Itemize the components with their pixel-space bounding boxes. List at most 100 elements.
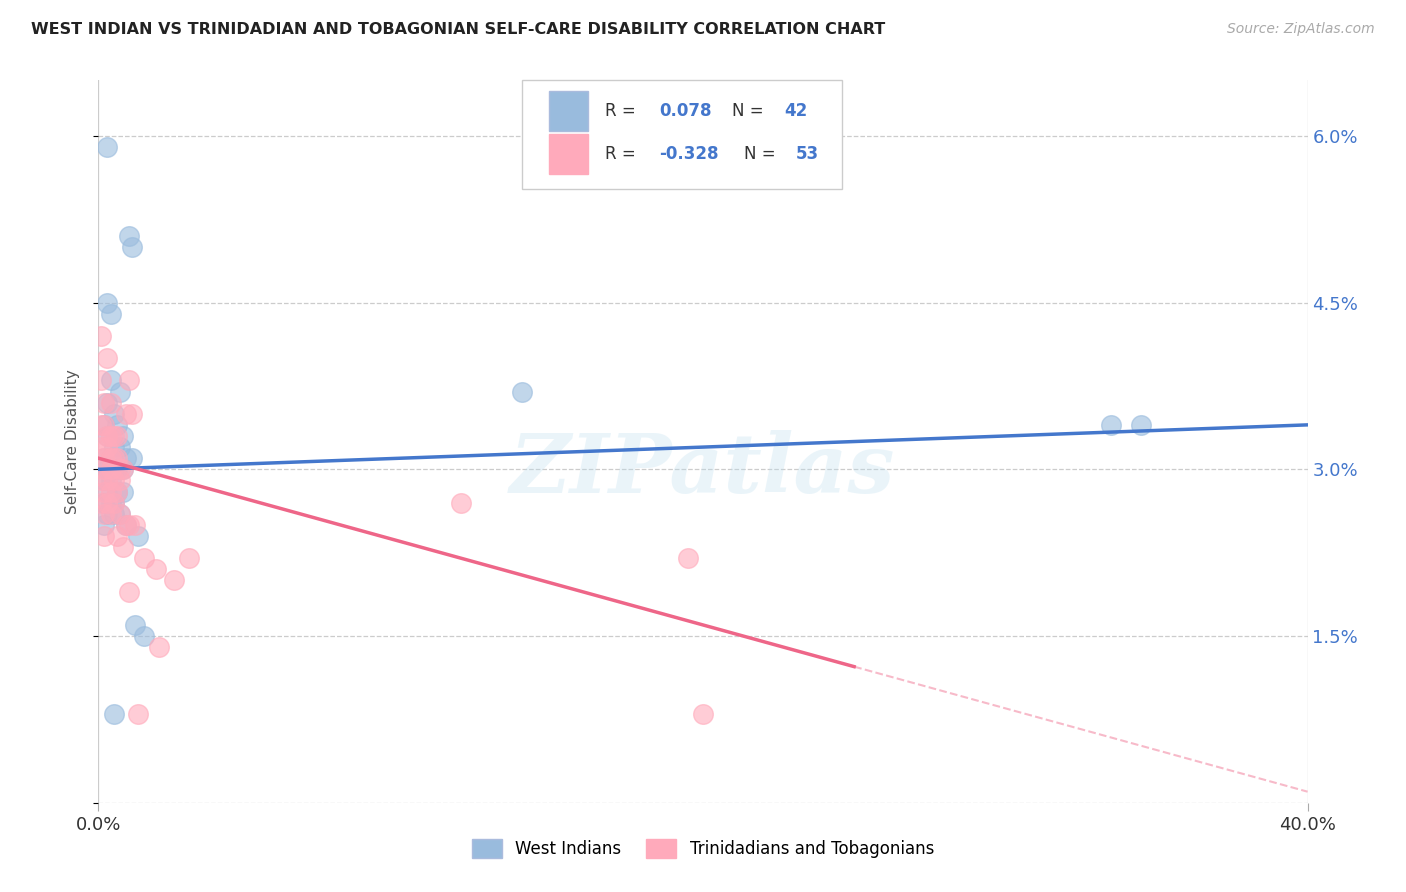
Point	[121, 451, 143, 466]
Text: N =: N =	[744, 145, 780, 163]
Point	[90, 474, 112, 488]
Point	[179, 551, 201, 566]
Point	[100, 395, 122, 409]
Point	[93, 484, 115, 499]
Point	[90, 373, 112, 387]
Point	[132, 629, 155, 643]
Point	[96, 440, 118, 454]
Point	[100, 507, 122, 521]
Point	[105, 462, 128, 476]
Point	[90, 329, 112, 343]
Point	[163, 574, 186, 588]
Point	[108, 507, 131, 521]
Point	[105, 484, 128, 499]
Point	[114, 517, 136, 532]
Point	[105, 484, 128, 499]
Point	[1130, 417, 1153, 432]
Point	[93, 395, 115, 409]
Point	[93, 507, 115, 521]
Point	[103, 407, 125, 421]
Text: Source: ZipAtlas.com: Source: ZipAtlas.com	[1227, 22, 1375, 37]
Point	[692, 706, 714, 721]
Point	[450, 496, 472, 510]
Point	[121, 240, 143, 254]
Point	[118, 584, 141, 599]
Point	[118, 517, 141, 532]
Point	[96, 351, 118, 366]
Point	[114, 517, 136, 532]
Point	[124, 618, 146, 632]
Point	[100, 451, 122, 466]
Point	[111, 540, 134, 554]
Point	[100, 429, 122, 443]
Point	[108, 440, 131, 454]
Point	[108, 507, 131, 521]
Point	[132, 551, 155, 566]
Point	[121, 407, 143, 421]
Point	[96, 507, 118, 521]
Text: -0.328: -0.328	[659, 145, 718, 163]
Point	[105, 529, 128, 543]
Point	[103, 706, 125, 721]
Text: R =: R =	[605, 102, 641, 120]
Point	[105, 451, 128, 466]
Point	[111, 462, 134, 476]
Text: 53: 53	[796, 145, 820, 163]
Point	[96, 295, 118, 310]
Point	[90, 496, 112, 510]
Point	[93, 451, 115, 466]
Point	[108, 462, 131, 476]
Point	[103, 496, 125, 510]
Point	[145, 562, 167, 576]
Text: R =: R =	[605, 145, 641, 163]
Point	[93, 451, 115, 466]
Point	[96, 496, 118, 510]
Point	[96, 474, 118, 488]
Point	[93, 529, 115, 543]
Point	[1099, 417, 1122, 432]
Point	[93, 462, 115, 476]
FancyBboxPatch shape	[550, 135, 588, 174]
Point	[148, 640, 170, 655]
Point	[96, 140, 118, 154]
Point	[105, 417, 128, 432]
Point	[90, 440, 112, 454]
Point	[127, 529, 149, 543]
Point	[676, 551, 699, 566]
Point	[510, 384, 533, 399]
Point	[108, 384, 131, 399]
Point	[100, 451, 122, 466]
Point	[103, 429, 125, 443]
Point	[111, 484, 134, 499]
Point	[105, 429, 128, 443]
Point	[96, 429, 118, 443]
Text: 0.078: 0.078	[659, 102, 711, 120]
Point	[100, 462, 122, 476]
Point	[93, 474, 115, 488]
Point	[103, 440, 125, 454]
Point	[103, 462, 125, 476]
Point	[103, 451, 125, 466]
Point	[96, 484, 118, 499]
Point	[108, 474, 131, 488]
Text: N =: N =	[733, 102, 769, 120]
Point	[114, 451, 136, 466]
Text: 42: 42	[785, 102, 807, 120]
Point	[96, 462, 118, 476]
Text: ZIPatlas: ZIPatlas	[510, 431, 896, 510]
Point	[103, 496, 125, 510]
Y-axis label: Self-Care Disability: Self-Care Disability	[65, 369, 80, 514]
Point	[127, 706, 149, 721]
Point	[111, 429, 134, 443]
Point	[111, 462, 134, 476]
Point	[103, 507, 125, 521]
Point	[90, 417, 112, 432]
Point	[118, 228, 141, 243]
Point	[96, 429, 118, 443]
Point	[100, 484, 122, 499]
Point	[114, 407, 136, 421]
Point	[100, 307, 122, 321]
Text: WEST INDIAN VS TRINIDADIAN AND TOBAGONIAN SELF-CARE DISABILITY CORRELATION CHART: WEST INDIAN VS TRINIDADIAN AND TOBAGONIA…	[31, 22, 886, 37]
Point	[100, 496, 122, 510]
Point	[103, 474, 125, 488]
